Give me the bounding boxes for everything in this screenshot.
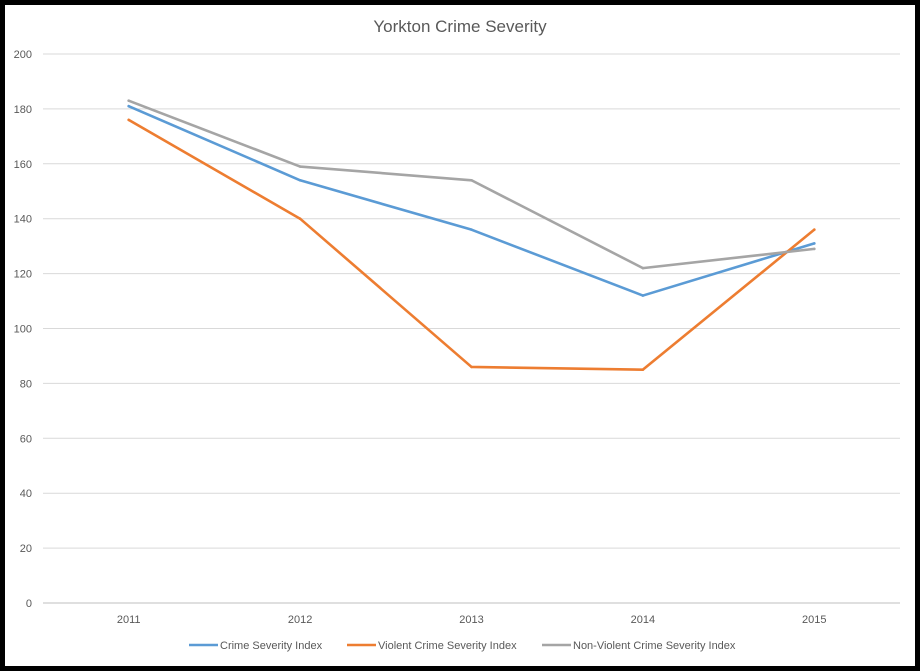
- x-tick-label: 2014: [631, 614, 655, 626]
- x-tick-label: 2011: [117, 614, 141, 626]
- y-axis-labels: 0 20 40 60 80 100 120 140 160 180 200: [14, 49, 32, 610]
- gridlines: [43, 53, 900, 604]
- data-point: [298, 165, 302, 168]
- data-point: [813, 247, 816, 251]
- data-point: [470, 228, 473, 231]
- chart-frame: Yorkton Crime Severity 0 20 40 60 80 100 120 14…: [5, 5, 915, 666]
- legend-label: Crime Severity Index: [220, 640, 323, 652]
- data-point: [813, 242, 816, 245]
- x-axis-labels: 2011 2012 2013 2014 2015: [117, 614, 827, 626]
- x-tick-label: 2015: [802, 614, 826, 626]
- y-tick-label: 40: [20, 488, 32, 500]
- data-point: [298, 178, 302, 182]
- series-line-3: [127, 99, 816, 270]
- data-point: [298, 217, 302, 220]
- y-tick-label: 120: [14, 269, 32, 281]
- y-tick-label: 200: [14, 49, 32, 61]
- data-point: [641, 368, 645, 371]
- y-tick-label: 160: [14, 159, 32, 171]
- series-line-1: [127, 104, 816, 297]
- y-tick-label: 80: [20, 378, 32, 390]
- x-tick-label: 2013: [459, 614, 483, 626]
- data-point: [127, 99, 130, 102]
- x-tick-label: 2012: [288, 614, 312, 626]
- y-tick-label: 0: [26, 598, 32, 610]
- series-lines: [127, 99, 816, 371]
- chart-title: Yorkton Crime Severity: [373, 17, 547, 36]
- data-point: [641, 294, 645, 297]
- legend-label: Non-Violent Crime Severity Index: [573, 640, 736, 652]
- data-point: [641, 266, 645, 270]
- data-point: [470, 178, 473, 182]
- series-line-2: [127, 118, 816, 371]
- y-tick-label: 60: [20, 433, 32, 445]
- data-point: [127, 118, 130, 122]
- data-point: [127, 104, 130, 108]
- legend: Crime Severity Index Violent Crime Severi…: [189, 640, 736, 652]
- y-tick-label: 140: [14, 214, 32, 226]
- y-tick-label: 100: [14, 324, 32, 336]
- data-point: [470, 365, 473, 369]
- data-point: [813, 228, 816, 231]
- legend-label: Violent Crime Severity Index: [378, 640, 517, 652]
- y-tick-label: 20: [20, 543, 32, 555]
- y-tick-label: 180: [14, 104, 32, 116]
- line-chart: 0 20 40 60 80 100 120 140 160 180 200 2011 2012 2013…: [14, 49, 900, 652]
